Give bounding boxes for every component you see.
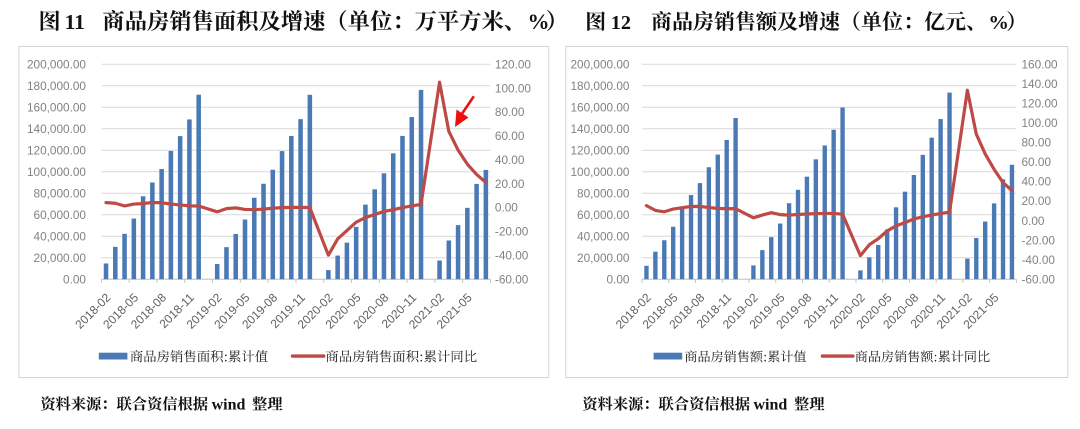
svg-text:200,000.00: 200,000.00 bbox=[570, 57, 629, 71]
svg-text:0.00: 0.00 bbox=[63, 272, 86, 286]
svg-text:80.00: 80.00 bbox=[495, 105, 525, 119]
svg-text:120,000.00: 120,000.00 bbox=[27, 143, 86, 157]
svg-text:80.00: 80.00 bbox=[1022, 136, 1052, 150]
svg-text:-20.00: -20.00 bbox=[495, 225, 529, 239]
svg-text:20.00: 20.00 bbox=[495, 177, 525, 191]
svg-text:0.00: 0.00 bbox=[607, 272, 630, 286]
svg-text:wind: wind bbox=[754, 396, 788, 413]
svg-text:140,000.00: 140,000.00 bbox=[570, 122, 629, 136]
svg-text:wind: wind bbox=[212, 396, 246, 413]
svg-text:140,000.00: 140,000.00 bbox=[27, 122, 86, 136]
svg-text:160.00: 160.00 bbox=[1022, 57, 1059, 71]
svg-text:0.00: 0.00 bbox=[1022, 214, 1045, 228]
svg-text:-20.00: -20.00 bbox=[1022, 233, 1056, 247]
svg-text:20,000.00: 20,000.00 bbox=[577, 251, 630, 265]
svg-text:60.00: 60.00 bbox=[1022, 155, 1052, 169]
svg-text:-40.00: -40.00 bbox=[495, 249, 529, 263]
svg-text:180,000.00: 180,000.00 bbox=[27, 79, 86, 93]
svg-text:140.00: 140.00 bbox=[1022, 77, 1059, 91]
svg-text:160,000.00: 160,000.00 bbox=[27, 100, 86, 114]
svg-text:100,000.00: 100,000.00 bbox=[570, 165, 629, 179]
svg-text:-60.00: -60.00 bbox=[495, 272, 529, 286]
svg-text:40,000.00: 40,000.00 bbox=[34, 229, 87, 243]
svg-text:180,000.00: 180,000.00 bbox=[570, 79, 629, 93]
svg-text:80,000.00: 80,000.00 bbox=[577, 186, 630, 200]
svg-text:40,000.00: 40,000.00 bbox=[577, 229, 630, 243]
svg-text:120.00: 120.00 bbox=[495, 57, 532, 71]
svg-text:80,000.00: 80,000.00 bbox=[34, 186, 87, 200]
svg-text:60,000.00: 60,000.00 bbox=[34, 208, 87, 222]
svg-text:-60.00: -60.00 bbox=[1022, 272, 1056, 286]
svg-text:%: % bbox=[528, 9, 550, 34]
svg-text:200,000.00: 200,000.00 bbox=[27, 57, 86, 71]
svg-text:120.00: 120.00 bbox=[1022, 96, 1059, 110]
svg-text:40.00: 40.00 bbox=[495, 153, 525, 167]
svg-text:60.00: 60.00 bbox=[495, 129, 525, 143]
svg-text:0.00: 0.00 bbox=[495, 201, 518, 215]
svg-text:11: 11 bbox=[65, 10, 85, 34]
svg-text:100,000.00: 100,000.00 bbox=[27, 165, 86, 179]
svg-text:100.00: 100.00 bbox=[1022, 116, 1059, 130]
svg-text:60,000.00: 60,000.00 bbox=[577, 208, 630, 222]
svg-text:120,000.00: 120,000.00 bbox=[570, 143, 629, 157]
svg-text:12: 12 bbox=[611, 12, 631, 34]
svg-text:40.00: 40.00 bbox=[1022, 175, 1052, 189]
svg-text:20.00: 20.00 bbox=[1022, 194, 1052, 208]
svg-text:-40.00: -40.00 bbox=[1022, 253, 1056, 267]
svg-text:%: % bbox=[988, 12, 1009, 34]
svg-text:20,000.00: 20,000.00 bbox=[34, 251, 87, 265]
svg-text:100.00: 100.00 bbox=[495, 81, 532, 95]
svg-text:160,000.00: 160,000.00 bbox=[570, 100, 629, 114]
